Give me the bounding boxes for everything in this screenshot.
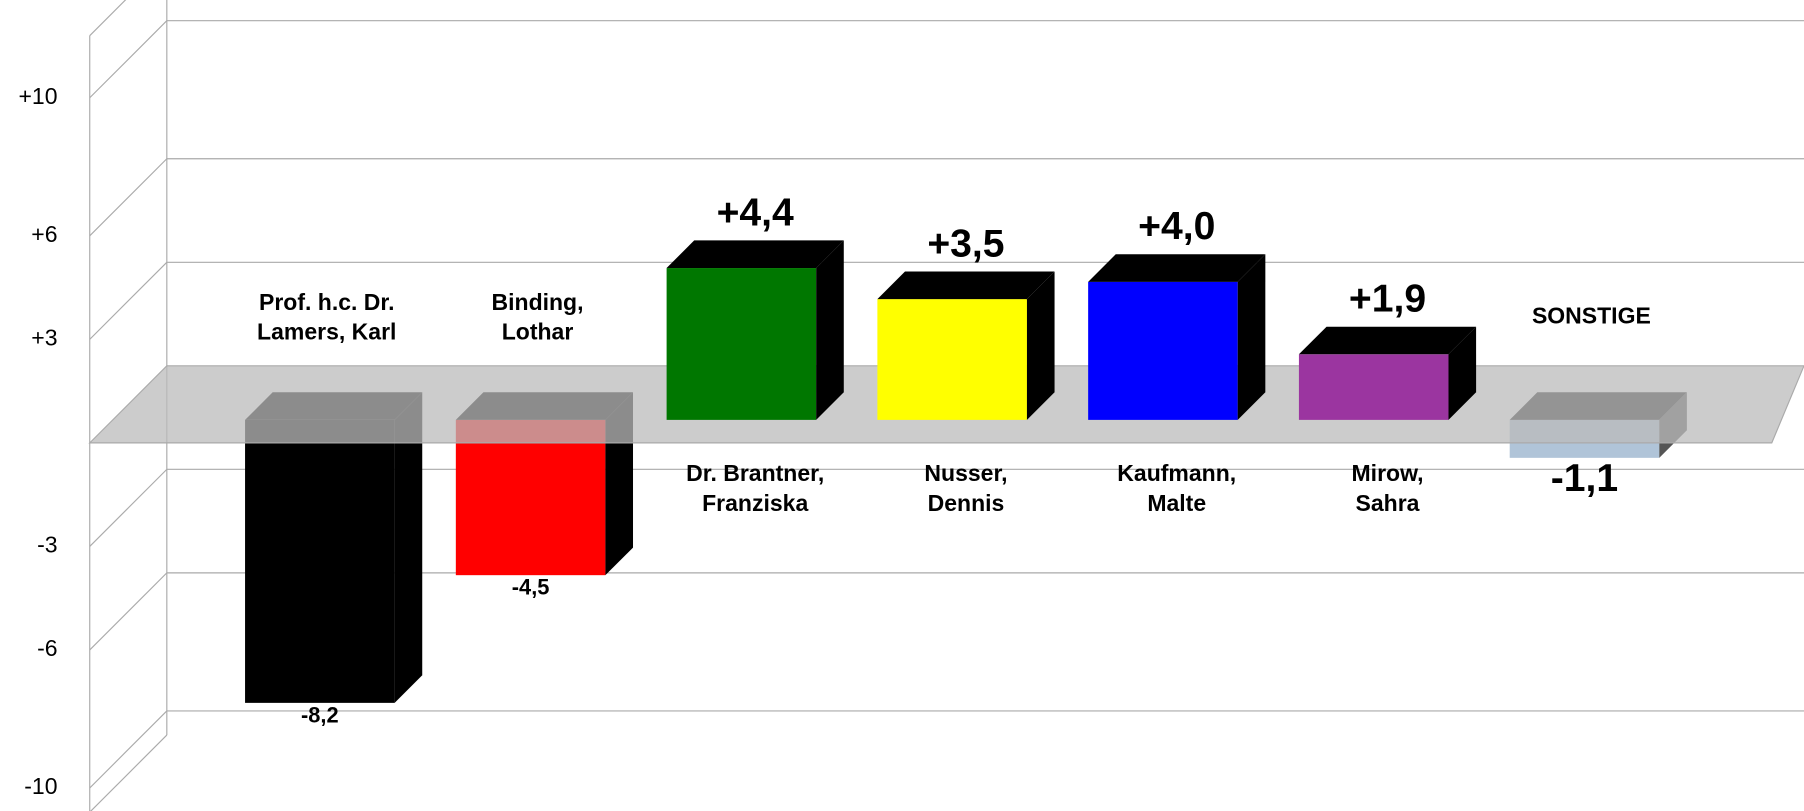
value-label: -4,5	[512, 575, 550, 600]
bar-front	[1088, 281, 1238, 420]
category-label: Kaufmann,	[1117, 460, 1236, 486]
bar-front	[877, 299, 1027, 420]
grid-line	[89, 261, 168, 340]
value-label: +3,5	[927, 223, 1004, 266]
bar-top	[877, 271, 1055, 300]
bar-top	[1298, 326, 1477, 355]
category-label: Franziska	[702, 490, 808, 516]
category-label: Binding,	[492, 289, 584, 315]
grid-line	[89, 710, 168, 789]
category-label: Nusser,	[924, 460, 1007, 486]
bar	[666, 240, 844, 420]
bar-top	[1088, 254, 1266, 282]
y-tick-label: -3	[37, 531, 57, 557]
bar-front	[455, 419, 606, 576]
bar-front	[245, 419, 395, 703]
grid-line	[89, 158, 168, 237]
y-tick-label: -10	[24, 773, 57, 799]
bar-side	[394, 392, 423, 703]
bar	[1298, 326, 1477, 420]
category-label: Lothar	[502, 319, 574, 345]
bar	[877, 271, 1055, 420]
category-label: Mirow,	[1352, 460, 1424, 486]
category-label: Dennis	[928, 490, 1005, 516]
category-label: Lamers, Karl	[257, 319, 396, 345]
grid-line	[89, 572, 168, 651]
bar-side	[1026, 271, 1055, 420]
y-tick-label: +10	[19, 83, 58, 109]
bar-front	[1298, 354, 1449, 420]
value-label: +4,0	[1138, 205, 1215, 248]
bar-top	[666, 240, 844, 269]
axis-side	[89, 0, 127, 37]
category-label: Prof. h.c. Dr.	[259, 289, 394, 315]
category-label: Dr. Brantner,	[686, 460, 824, 486]
axis-side	[90, 734, 168, 811]
value-label: -8,2	[301, 702, 339, 727]
category-label: SONSTIGE	[1532, 303, 1651, 329]
bar	[1088, 254, 1266, 420]
bar-front	[666, 268, 817, 420]
category-label: Sahra	[1356, 490, 1420, 516]
bar-side	[1237, 254, 1266, 420]
value-label: +4,4	[717, 191, 794, 234]
y-tick-label: +3	[31, 324, 57, 350]
grid-line	[89, 468, 168, 547]
bar-side	[816, 240, 844, 420]
value-label: -1,1	[1551, 457, 1618, 500]
value-label: +1,9	[1349, 278, 1426, 321]
bar-side	[1448, 326, 1477, 420]
category-label: Malte	[1147, 490, 1206, 516]
y-tick-label: -6	[37, 635, 57, 661]
y-tick-label: +6	[31, 221, 57, 247]
grid-line	[89, 20, 168, 99]
